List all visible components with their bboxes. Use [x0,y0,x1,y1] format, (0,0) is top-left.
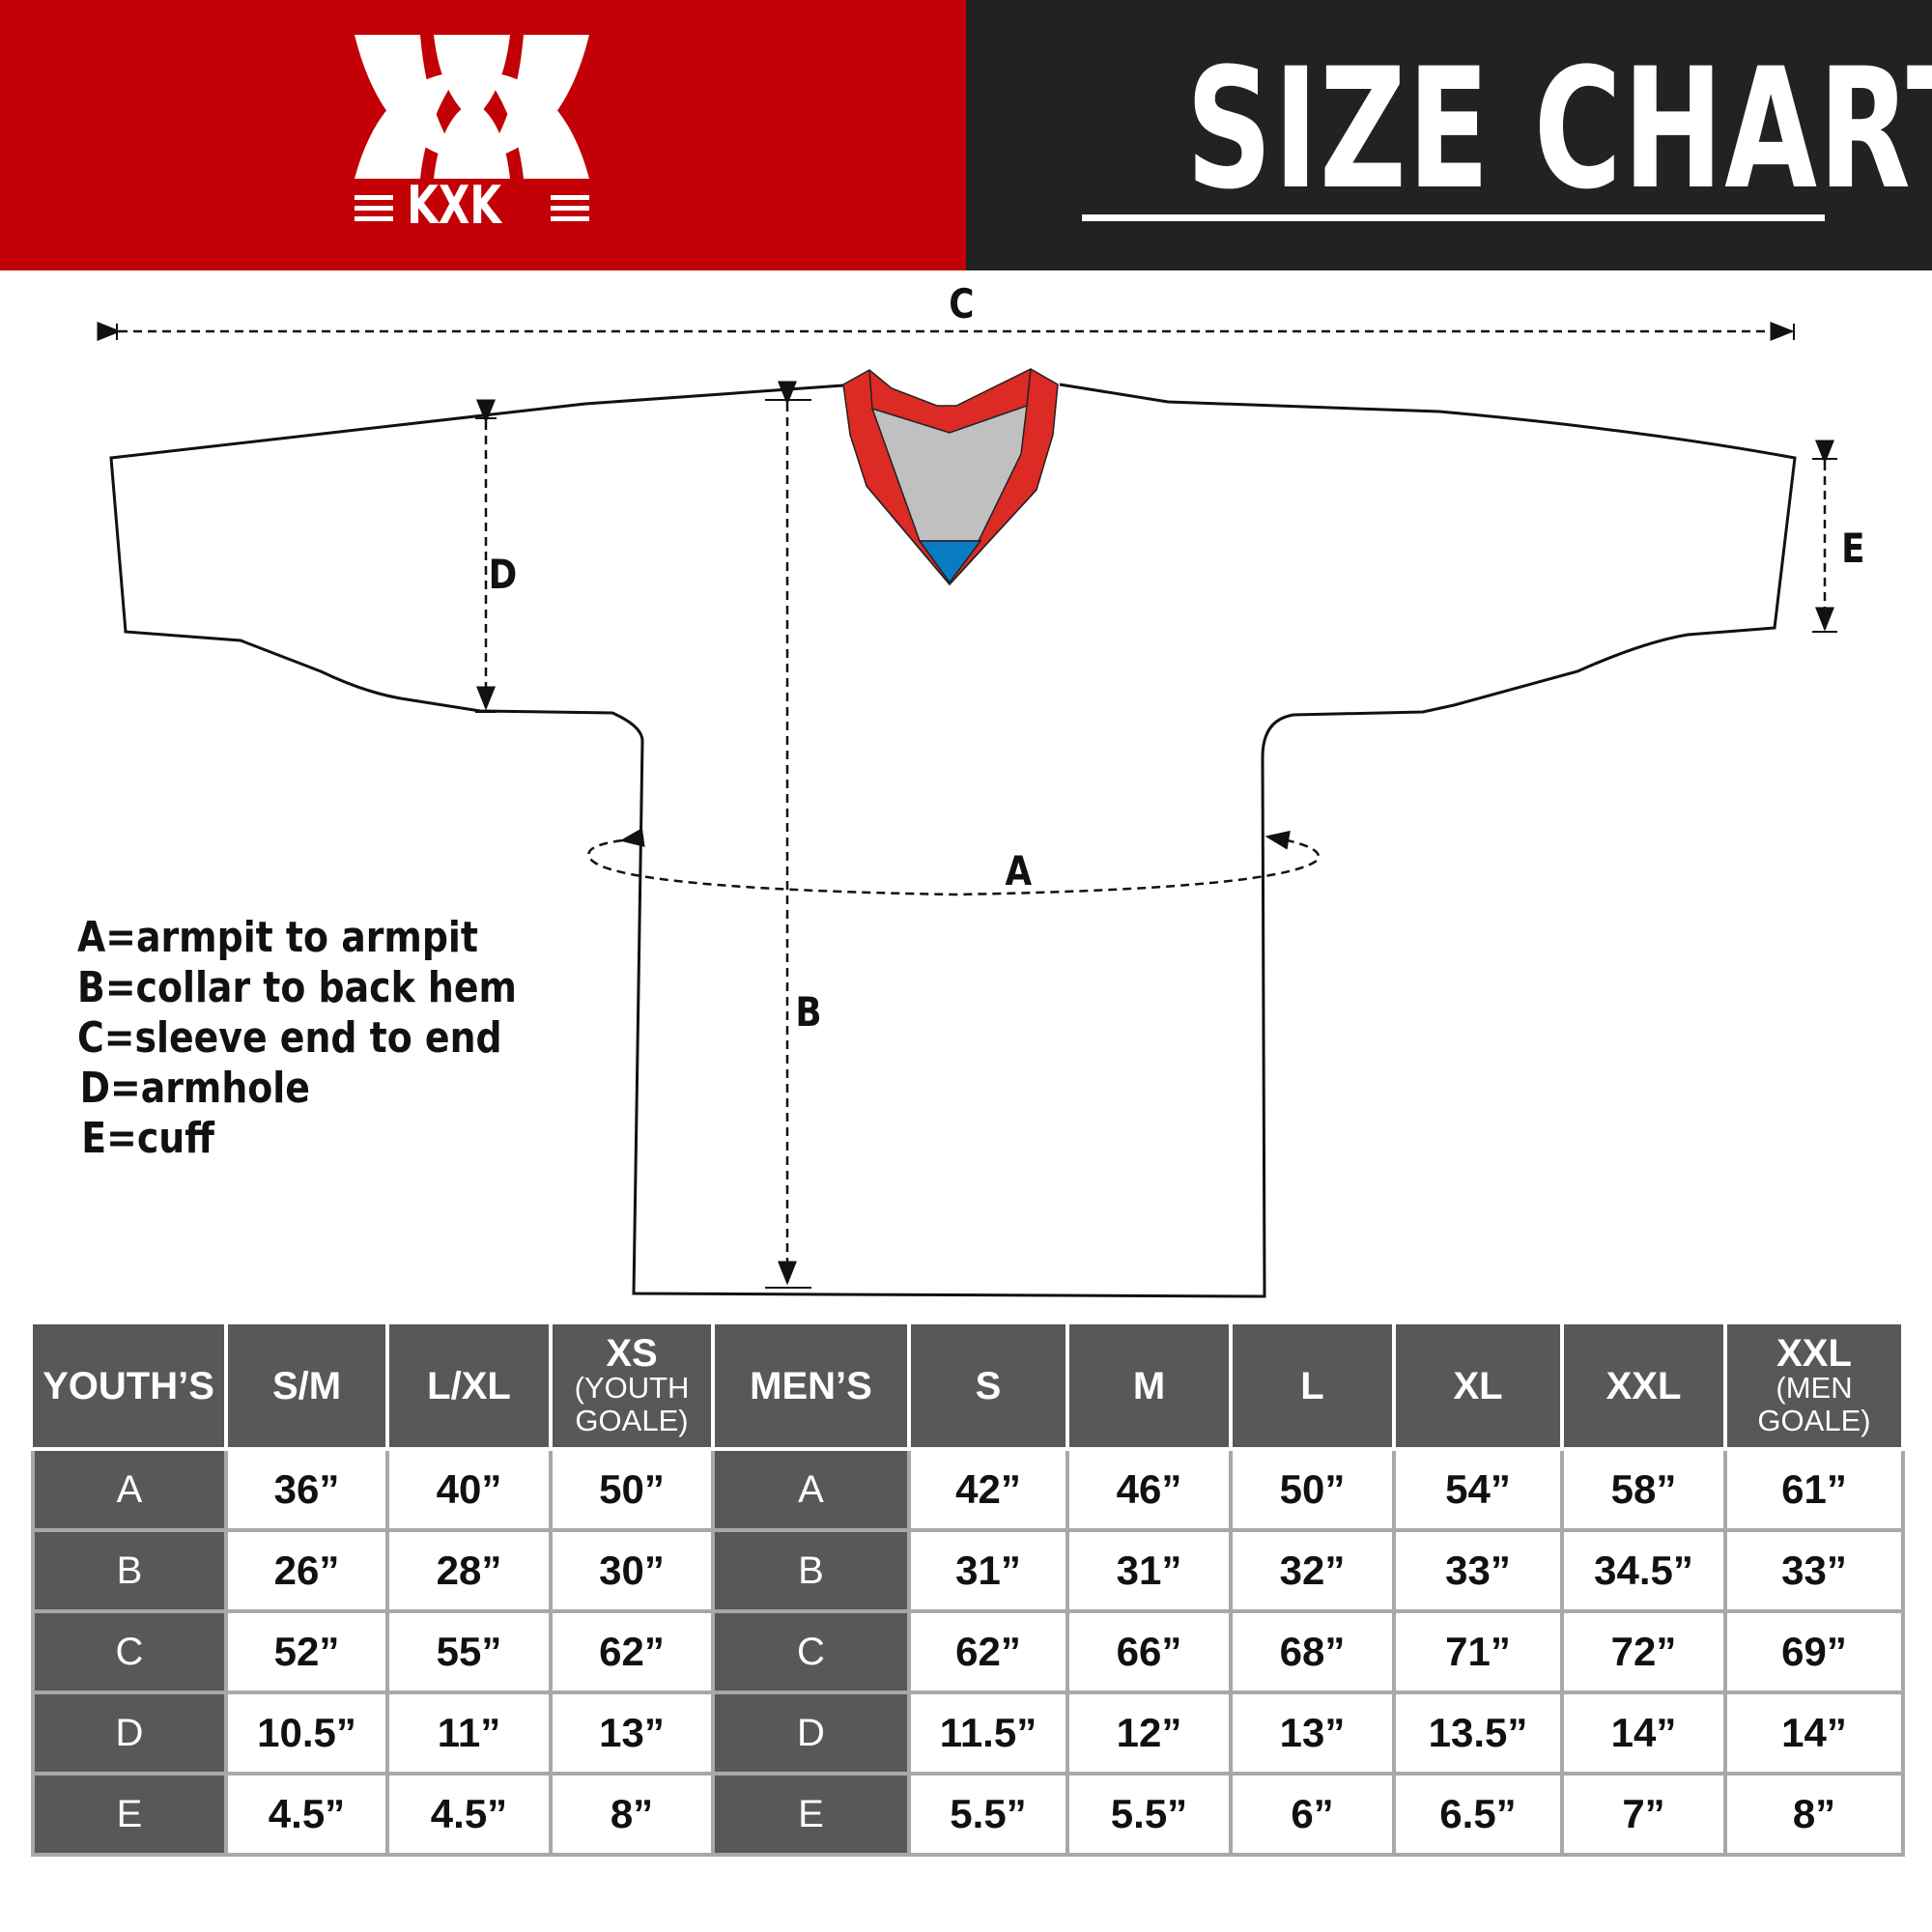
label-b: B [795,988,822,1036]
measure-label: C [711,1609,911,1694]
legend-item: B=collar to back hem [77,963,517,1012]
size-value: 33” [1392,1528,1564,1613]
size-value: 30” [549,1528,715,1613]
size-value: 52” [224,1609,389,1694]
size-value: 32” [1229,1528,1396,1613]
legend-item: D=armhole [79,1064,310,1113]
legend-item: C=sleeve end to end [77,1013,502,1063]
measure-label: C [31,1609,228,1694]
size-value: 4.5” [385,1772,553,1857]
size-value: 6” [1229,1772,1396,1857]
title-underline [1082,214,1825,221]
size-value: 62” [549,1609,715,1694]
size-value: 11” [385,1690,553,1776]
size-value: 6.5” [1392,1772,1564,1857]
size-value: 69” [1723,1609,1905,1694]
label-e: E [1841,525,1865,572]
logo-text: KXK [407,175,501,236]
measure-label: E [31,1772,228,1857]
measure-label: B [31,1528,228,1613]
size-value: 10.5” [224,1690,389,1776]
size-value: 7” [1560,1772,1727,1857]
size-header: XS (YOUTH GOALE) [551,1324,715,1451]
men-header: MEN’S [713,1324,911,1451]
label-c: C [949,280,975,327]
size-header: XXL (MEN GOALE) [1725,1324,1905,1451]
size-value: 40” [385,1447,553,1532]
size-value: 31” [1065,1528,1233,1613]
size-header: S/M [226,1324,389,1451]
table-row: B 26” 28” 30” B 31” 31” 32” 33” 34.5” 33” [31,1528,1905,1613]
label-a: A [1005,847,1033,895]
youth-header: YOUTH’S [33,1324,228,1451]
size-value: 36” [224,1447,389,1532]
size-value: 13” [549,1690,715,1776]
size-value: 13.5” [1392,1690,1564,1776]
kxk-logo-mark [0,0,966,270]
measure-label: A [711,1447,911,1532]
size-header: XXL [1562,1324,1727,1451]
table-row: D 10.5” 11” 13” D 11.5” 12” 13” 13.5” 14” 14” [31,1690,1905,1776]
size-header: XL [1394,1324,1564,1451]
size-value: 46” [1065,1447,1233,1532]
measure-label: D [711,1690,911,1776]
size-value: 72” [1560,1609,1727,1694]
table-row: E 4.5” 4.5” 8” E 5.5” 5.5” 6” 6.5” 7” 8” [31,1772,1905,1857]
size-value: 58” [1560,1447,1727,1532]
table-row: A 36” 40” 50” A 42” 46” 50” 54” 58” 61” [31,1447,1905,1532]
size-value: 71” [1392,1609,1564,1694]
size-value: 4.5” [224,1772,389,1857]
size-value: 66” [1065,1609,1233,1694]
size-value: 14” [1560,1690,1727,1776]
size-header: L [1231,1324,1396,1451]
size-value: 54” [1392,1447,1564,1532]
title-banner [966,0,1932,270]
size-value: 62” [907,1609,1069,1694]
size-value: 33” [1723,1528,1905,1613]
size-value: 50” [549,1447,715,1532]
size-value: 8” [1723,1772,1905,1857]
size-value: 68” [1229,1609,1396,1694]
table-row: C 52” 55” 62” C 62” 66” 68” 71” 72” 69” [31,1609,1905,1694]
legend-item: E=cuff [81,1114,214,1163]
table-header-row: YOUTH’S S/M L/XL XS (YOUTH GOALE) MEN’S S… [33,1324,1905,1451]
size-value: 50” [1229,1447,1396,1532]
measurement-legend: A=armpit to armpit B=collar to back hem … [77,913,517,1164]
size-header: M [1067,1324,1233,1451]
size-header: S [909,1324,1069,1451]
size-value: 26” [224,1528,389,1613]
size-value: 8” [549,1772,715,1857]
size-value: 31” [907,1528,1069,1613]
size-header: L/XL [387,1324,553,1451]
size-value: 5.5” [1065,1772,1233,1857]
size-table: YOUTH’S S/M L/XL XS (YOUTH GOALE) MEN’S S… [31,1324,1905,1857]
size-value: 12” [1065,1690,1233,1776]
measure-label: D [31,1690,228,1776]
size-value: 11.5” [907,1690,1069,1776]
measure-label: A [31,1447,228,1532]
measure-label: B [711,1528,911,1613]
size-value: 13” [1229,1690,1396,1776]
label-d: D [488,551,518,598]
size-value: 42” [907,1447,1069,1532]
collar-icon [842,368,1059,586]
size-value: 5.5” [907,1772,1069,1857]
measure-label: E [711,1772,911,1857]
size-value: 14” [1723,1690,1905,1776]
size-value: 28” [385,1528,553,1613]
legend-item: A=armpit to armpit [77,913,478,962]
dimension-a [587,828,1321,896]
size-value: 34.5” [1560,1528,1727,1613]
size-value: 55” [385,1609,553,1694]
size-value: 61” [1723,1447,1905,1532]
